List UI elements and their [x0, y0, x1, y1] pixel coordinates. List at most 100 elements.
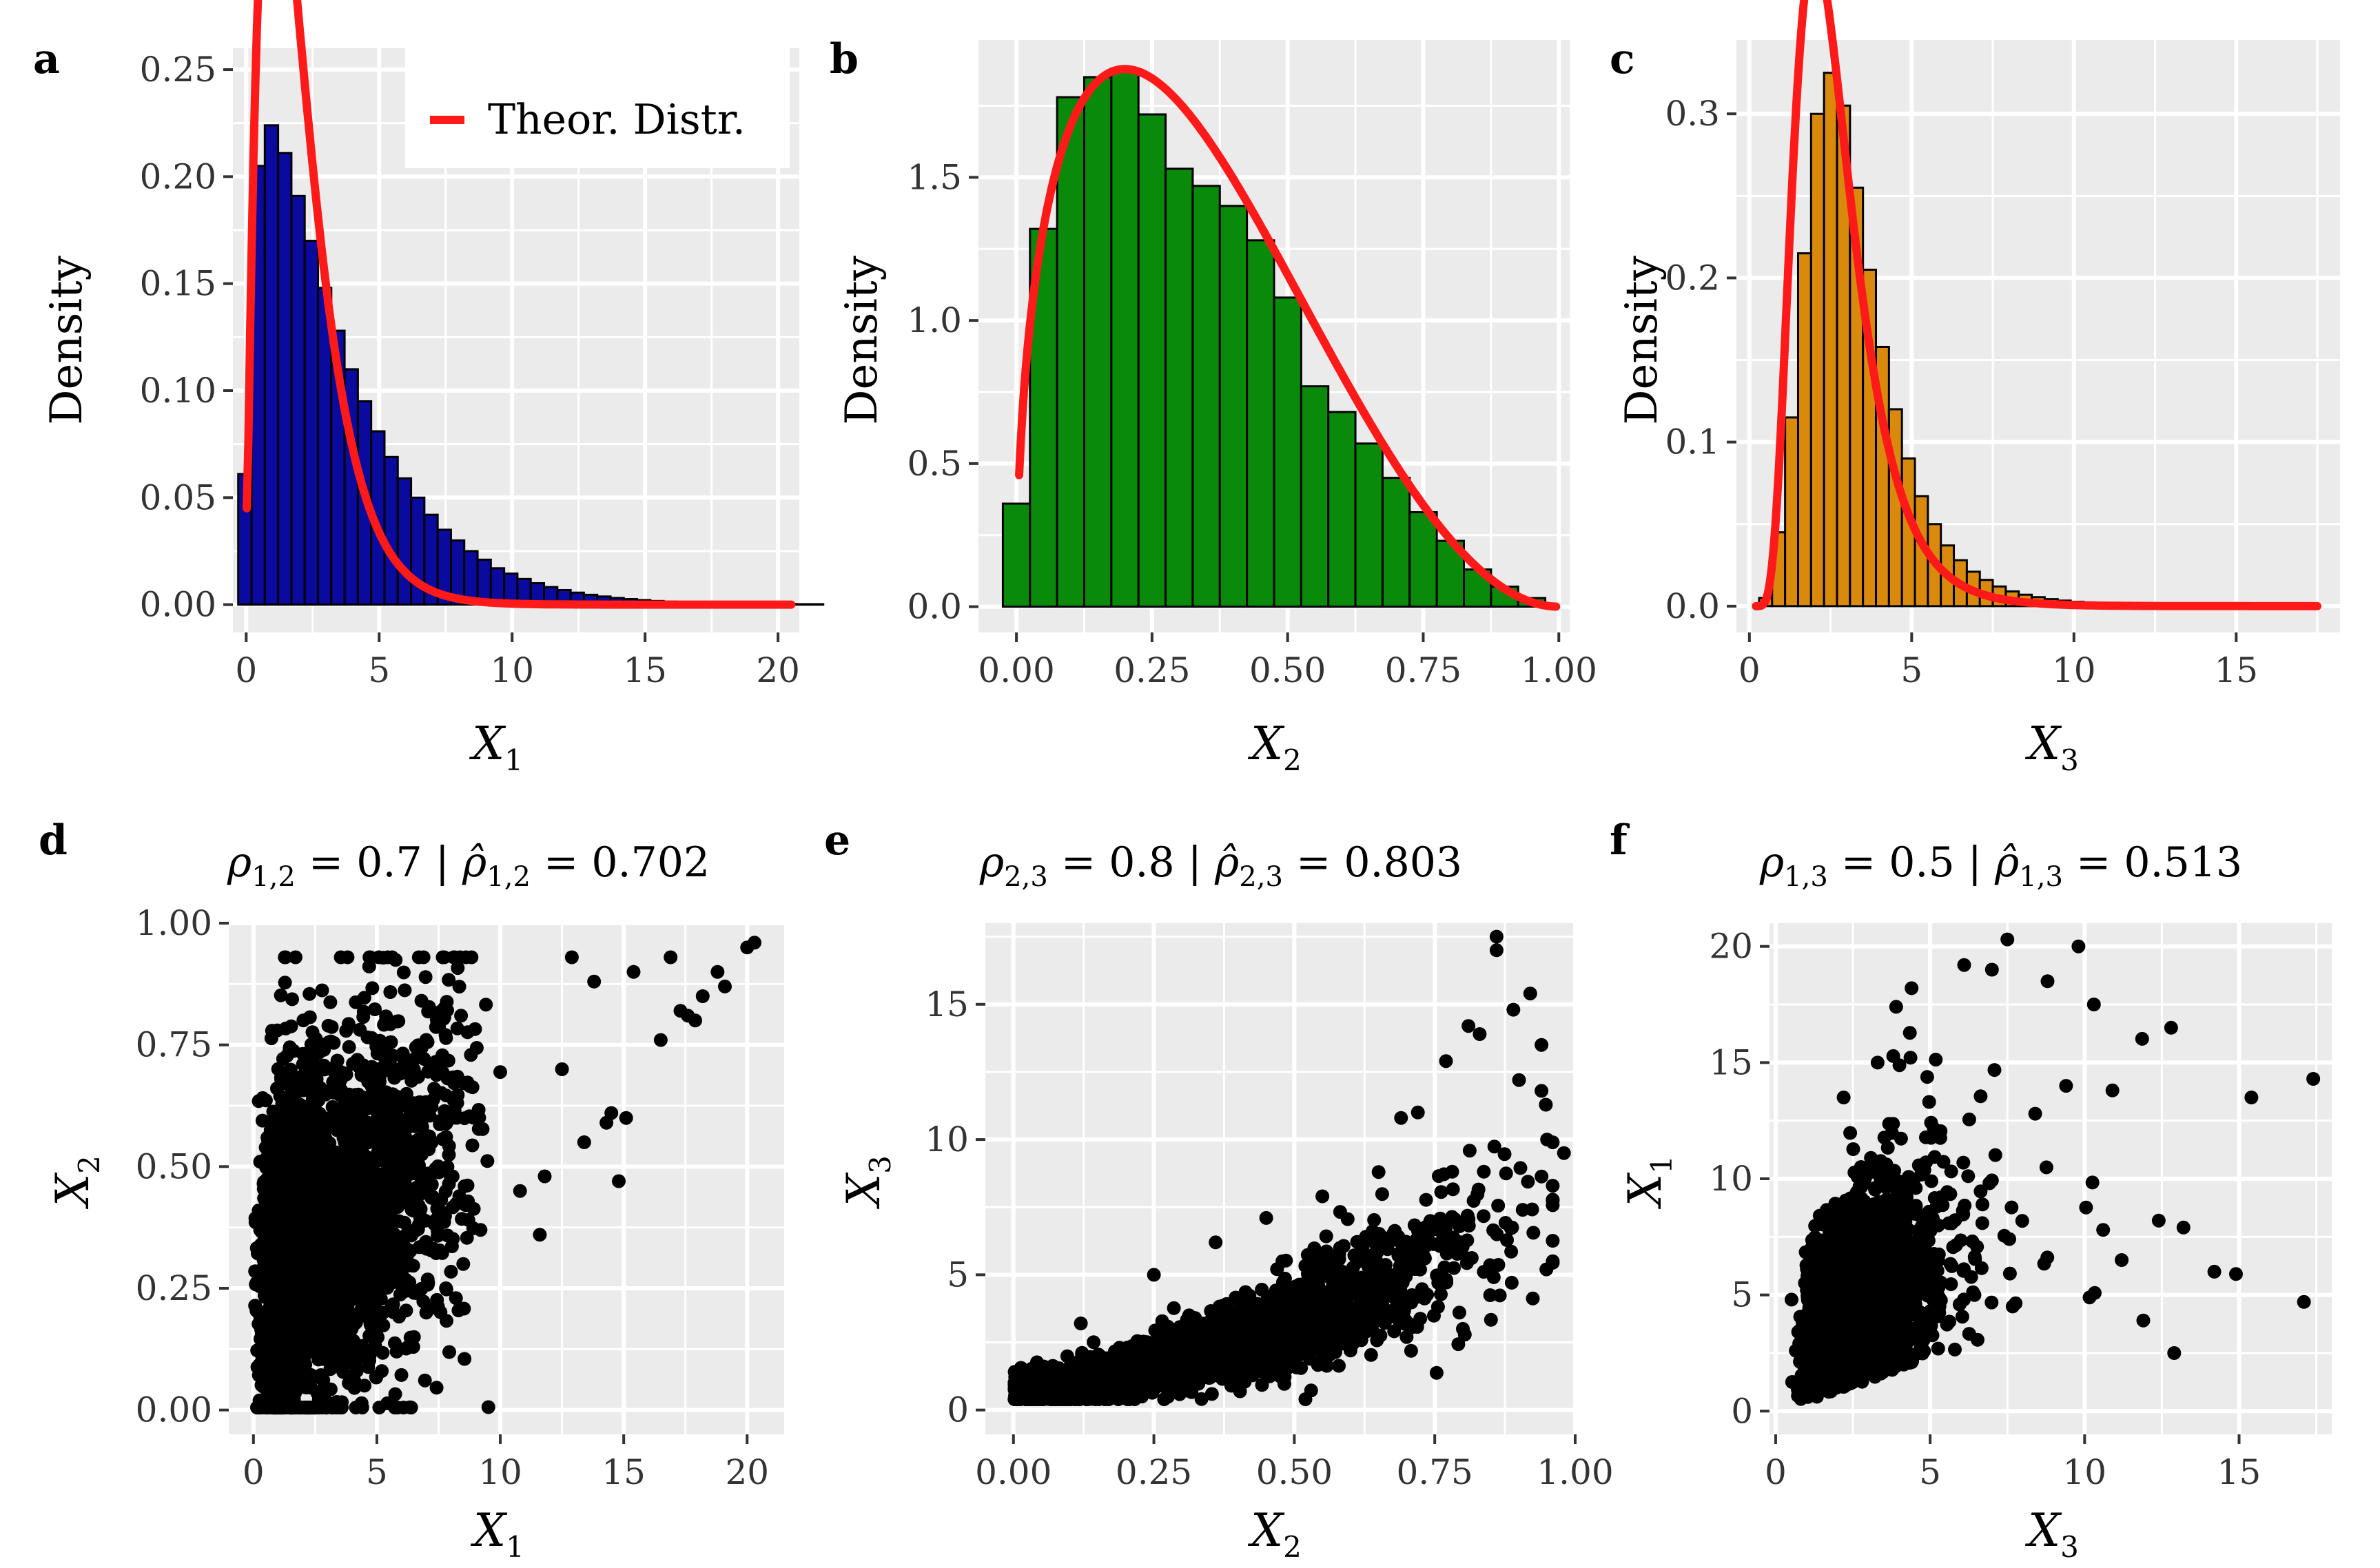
- scatter-point: [710, 964, 725, 979]
- scatter-point: [619, 1111, 633, 1125]
- panel-c-xlabel-sub: 3: [2060, 743, 2079, 777]
- scatter-point: [324, 1145, 338, 1159]
- scatter-point: [278, 950, 292, 964]
- scatter-point: [1364, 1348, 1378, 1362]
- scatter-point: [599, 1115, 614, 1130]
- scatter-point: [370, 1311, 384, 1325]
- scatter-point: [315, 983, 329, 998]
- scatter-point: [282, 1107, 296, 1122]
- scatter-point: [310, 1137, 325, 1151]
- scatter-point: [255, 1113, 269, 1128]
- scatter-point: [286, 1079, 300, 1093]
- scatter-point: [424, 1177, 439, 1192]
- panel-a-xlabel-sub: 1: [504, 743, 523, 777]
- x-tick-label: 0.75: [1385, 650, 1461, 690]
- scatter-point: [469, 1041, 484, 1055]
- scatter-point: [1486, 1223, 1501, 1237]
- scatter-point: [1306, 1250, 1321, 1265]
- scatter-point: [349, 1364, 364, 1378]
- scatter-point: [287, 1305, 302, 1319]
- scatter-point: [1445, 1164, 1459, 1179]
- histogram-bar: [303, 240, 319, 606]
- scatter-point: [352, 1060, 367, 1074]
- panel-d-title-rhohat-sub: 1,2: [486, 861, 531, 893]
- panel-a-theoretical-curve: [243, 0, 796, 609]
- scatter-point: [407, 1052, 422, 1066]
- x-tick-label: 20: [725, 1452, 769, 1492]
- scatter-point: [400, 1242, 415, 1257]
- scatter-point: [417, 1052, 431, 1066]
- scatter-point: [1471, 1182, 1486, 1197]
- y-tick-label: 0.15: [140, 264, 216, 304]
- histogram-bar: [1056, 96, 1085, 608]
- scatter-point: [353, 1022, 367, 1037]
- scatter-point: [439, 1281, 453, 1295]
- scatter-point: [362, 950, 377, 964]
- scatter-point: [447, 1104, 462, 1118]
- scatter-point: [413, 1212, 428, 1226]
- scatter-point: [411, 1134, 425, 1148]
- scatter-point: [250, 1360, 265, 1374]
- panel-a-tick-labels: 0 5 10 15 200.000.050.100.150.200.25: [140, 50, 800, 690]
- scatter-point: [460, 1178, 475, 1193]
- scatter-point: [342, 1040, 356, 1054]
- scatter-point: [418, 970, 433, 984]
- scatter-point: [445, 1169, 460, 1184]
- scatter-point: [377, 1018, 391, 1032]
- scatter-point: [285, 992, 299, 1007]
- panel-c-tick-labels: 0 5 10 150.00.10.20.3: [1665, 94, 2258, 690]
- scatter-point: [411, 950, 426, 964]
- scatter-point: [458, 1352, 472, 1366]
- scatter-point: [266, 1332, 280, 1347]
- scatter-point: [414, 993, 429, 1008]
- scatter-point: [402, 1197, 416, 1211]
- scatter-point: [480, 1154, 495, 1168]
- scatter-point: [306, 1288, 320, 1303]
- x-tick-label: 0.25: [1114, 650, 1190, 690]
- scatter-point: [308, 1230, 322, 1245]
- y-tick-label: 0.3: [1665, 94, 1720, 134]
- y-tick-label: 0.25: [140, 50, 216, 90]
- scatter-point: [419, 1306, 433, 1320]
- scatter-point: [456, 1257, 471, 1271]
- histogram-bar: [1354, 442, 1384, 608]
- scatter-point: [258, 1140, 273, 1155]
- scatter-point: [383, 985, 398, 999]
- scatter-point: [365, 1080, 379, 1094]
- scatter-point: [626, 964, 641, 979]
- scatter-point: [274, 1077, 288, 1091]
- scatter-point: [321, 1312, 336, 1326]
- scatter-point: [256, 1379, 271, 1394]
- scatter-point: [358, 1299, 372, 1313]
- scatter-point: [444, 1264, 458, 1279]
- panel-b-tick-labels: 0.00 0.25 0.50 0.75 1.000.00.51.01.5: [907, 157, 1597, 690]
- scatter-point: [328, 1104, 342, 1118]
- scatter-point: [281, 1367, 296, 1381]
- scatter-point: [306, 1074, 320, 1089]
- x-tick-label: 10: [2052, 650, 2096, 690]
- histogram-bar: [1327, 411, 1357, 608]
- scatter-point: [664, 950, 678, 964]
- scatter-point: [340, 1100, 355, 1115]
- scatter-point: [438, 1028, 453, 1042]
- scatter-point: [335, 1218, 349, 1232]
- scatter-point: [1513, 1161, 1528, 1175]
- scatter-point: [653, 1033, 668, 1047]
- scatter-point: [265, 1267, 279, 1281]
- scatter-point: [1452, 1306, 1466, 1320]
- scatter-point: [1504, 1275, 1519, 1290]
- scatter-point: [461, 1213, 475, 1227]
- panel-c-ylabel: Density: [1617, 256, 1668, 425]
- panel-c-xlabel-main: X: [2024, 717, 2062, 770]
- scatter-point: [555, 1062, 569, 1076]
- scatter-point: [391, 1014, 406, 1029]
- scatter-point: [351, 1087, 366, 1102]
- scatter-point: [368, 1002, 382, 1016]
- scatter-point: [393, 1066, 407, 1081]
- y-tick-label: 0.25: [136, 1268, 212, 1308]
- scatter-point: [1367, 1213, 1382, 1227]
- scatter-point: [324, 1237, 338, 1251]
- scatter-point: [449, 1291, 463, 1306]
- y-tick-label: 0.10: [140, 371, 216, 411]
